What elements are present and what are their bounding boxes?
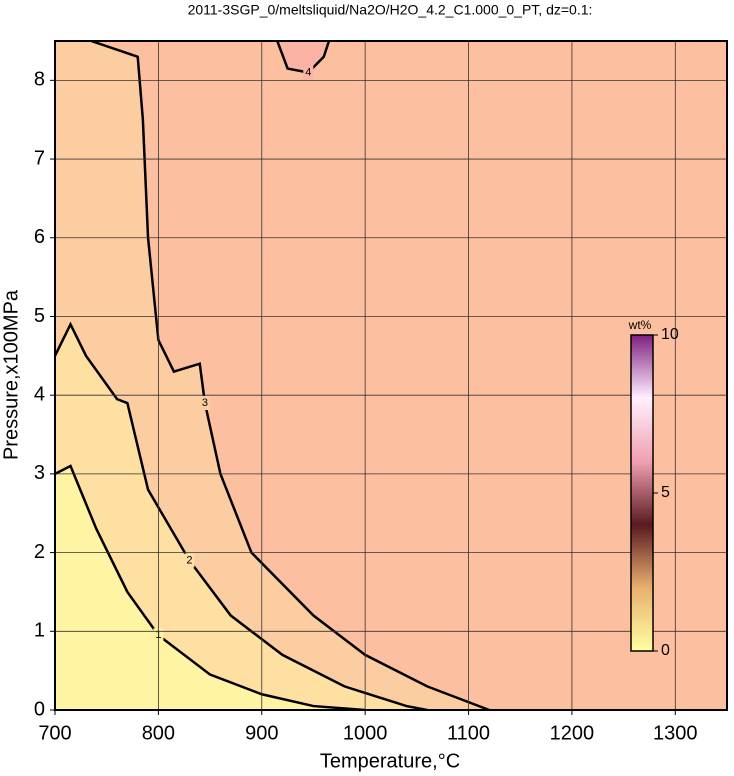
contour-label: 4 [305,66,311,78]
y-tick-label: 0 [34,698,45,720]
x-axis-label: Temperature,°C [320,750,460,772]
contour-label-bg [303,65,314,80]
x-tick-label: 1300 [653,722,698,744]
x-tick-label: 1000 [343,722,388,744]
plot-area: 3214 [55,41,727,710]
contour-label: 2 [186,554,192,566]
y-tick-label: 2 [34,541,45,563]
y-tick-label: 1 [34,620,45,642]
x-tick-label: 800 [142,722,175,744]
y-axis-label: Pressure,x100MPa [0,289,22,460]
colorbar-tick-label: 5 [661,484,670,501]
y-tick-label: 8 [34,69,45,91]
contour-label-bg [199,396,210,411]
x-tick-label: 1100 [447,722,490,744]
contour-band [55,324,428,710]
contour-label-bg [184,553,195,568]
y-tick-label: 4 [34,383,45,405]
y-tick-label: 5 [34,305,45,327]
colorbar-label: wt% [628,318,652,332]
x-tick-label: 1200 [550,722,595,744]
contour-line [55,321,428,710]
x-tick-label: 700 [38,722,71,744]
contour-label: 3 [202,397,208,409]
y-tick-label: 3 [34,462,45,484]
y-tick-label: 7 [34,147,45,169]
colorbar [630,334,654,652]
y-tick-label: 6 [34,226,45,248]
x-tick-label: 900 [245,722,278,744]
colorbar-tick-label: 0 [661,642,670,659]
colorbar-tick-label: 10 [661,326,679,343]
chart-title: 2011-3SGP_0/meltsliquid/Na2O/H2O_4.2_C1.… [188,2,593,18]
plot-frame [54,40,728,711]
contour-band [55,466,366,710]
